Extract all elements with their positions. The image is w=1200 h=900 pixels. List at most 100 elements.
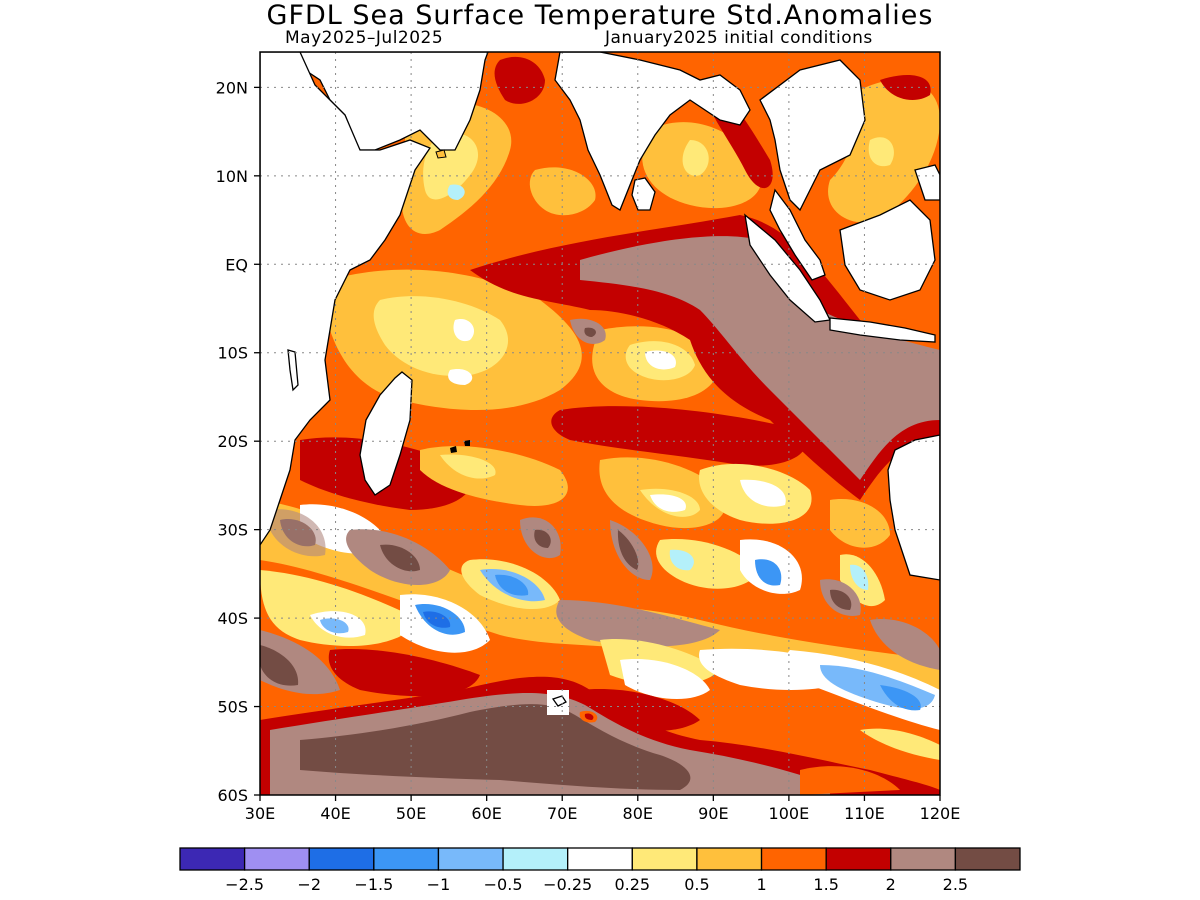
anomaly-region	[650, 494, 686, 512]
lon-label: 70E	[547, 804, 577, 823]
land-reunion	[464, 440, 470, 446]
lat-label: 30S	[217, 521, 248, 540]
lon-label: 110E	[844, 804, 885, 823]
anomaly-region	[260, 500, 940, 700]
land-malay-peninsula	[769, 188, 826, 281]
colorbar-swatch	[243, 847, 310, 871]
anomaly-region	[860, 728, 940, 760]
land-africa	[260, 52, 431, 547]
kerguelen-coast	[551, 695, 567, 707]
anomaly-region	[260, 645, 299, 686]
colorbar-label: 2.5	[943, 875, 968, 894]
map-grid	[260, 52, 940, 795]
colorbar-swatch	[825, 847, 892, 871]
lon-label: 30E	[245, 804, 275, 823]
anomaly-region	[380, 544, 420, 572]
anomaly-region	[740, 479, 786, 507]
lat-label: 40S	[217, 609, 248, 628]
anomaly-region	[423, 611, 451, 628]
anomaly-region	[556, 600, 720, 647]
anomaly-region	[584, 327, 596, 337]
colorbar-swatch	[437, 847, 504, 871]
colorbar-swatch	[696, 847, 763, 871]
lat-label: 10N	[216, 167, 248, 186]
lon-label: 50E	[396, 804, 426, 823]
lon-label: 120E	[920, 804, 961, 823]
land-comoros	[287, 349, 299, 392]
lat-label: 20N	[216, 78, 248, 97]
anomaly-region	[494, 56, 545, 104]
anomaly-region	[260, 570, 420, 646]
land-socotra	[435, 149, 447, 159]
colorbar-label: 1.5	[813, 875, 838, 894]
anomaly-region	[800, 766, 900, 795]
anomaly-region	[270, 509, 326, 557]
anomaly-region	[850, 564, 869, 590]
colorbar-label: −2.5	[225, 875, 264, 894]
colorbar-label: −0.25	[543, 875, 592, 894]
lon-label: 90E	[698, 804, 728, 823]
anomaly-region	[440, 454, 496, 479]
anomaly-region	[320, 618, 349, 634]
anomaly-region	[584, 713, 594, 720]
land-sumatra	[744, 213, 831, 323]
chart-title: GFDL Sea Surface Temperature Std.Anomali…	[266, 0, 934, 31]
colorbar-label: −2	[297, 875, 321, 894]
land-java	[829, 317, 936, 343]
colorbar-label: 1	[756, 875, 766, 894]
colorbar-swatch	[502, 847, 569, 871]
anomaly-region	[830, 499, 890, 548]
anomaly-region	[870, 619, 940, 670]
anomaly-region	[447, 184, 465, 200]
anomaly-region	[755, 559, 782, 586]
lat-label: 10S	[217, 344, 248, 363]
anomaly-region	[373, 296, 509, 376]
land-indochina	[759, 59, 866, 212]
lon-label: 60E	[471, 804, 501, 823]
lon-label: 40E	[320, 804, 350, 823]
lon-label: 80E	[623, 804, 653, 823]
colorbar-label: −1.5	[354, 875, 393, 894]
land-madagascar	[359, 371, 413, 496]
colorbar-swatch	[373, 847, 440, 871]
anomaly-region	[551, 406, 807, 466]
lat-label: 50S	[217, 698, 248, 717]
anomaly-region	[453, 319, 475, 342]
map-frame	[259, 51, 941, 796]
colorbar-label: −0.5	[484, 875, 523, 894]
anomaly-region	[328, 649, 480, 697]
land-mauritius	[450, 446, 457, 453]
anomaly-region	[868, 137, 894, 167]
anomaly-region	[682, 140, 709, 176]
land-kerguelen	[547, 690, 569, 715]
colorbar-label: 0.5	[684, 875, 709, 894]
land-borneo	[839, 199, 936, 301]
forecast-period: May2025–Jul2025	[285, 28, 444, 48]
anomaly-region	[669, 549, 694, 571]
anomaly-region	[300, 704, 691, 790]
anomaly-region	[580, 236, 940, 480]
lon-label: 100E	[769, 804, 810, 823]
land-india	[554, 52, 751, 211]
colorbar-label: 0.25	[614, 875, 650, 894]
colorbar-swatch	[954, 847, 1021, 871]
anomaly-region	[880, 685, 921, 711]
anomaly-region	[620, 659, 710, 700]
colorbar-label: −1	[427, 875, 451, 894]
anomaly-region	[448, 368, 473, 385]
colorbar-swatch	[179, 847, 246, 871]
colorbar-label: 2	[886, 875, 896, 894]
anomaly-region	[495, 574, 529, 596]
anomaly-region	[423, 132, 479, 200]
anomaly-region	[645, 350, 676, 370]
colorbar-swatch	[567, 847, 633, 871]
colorbar-swatch	[760, 847, 827, 871]
anomaly-region	[534, 529, 551, 548]
land-philippines	[914, 164, 940, 201]
lat-label: 60S	[217, 786, 248, 805]
colorbar-swatch	[631, 847, 698, 871]
anomaly-region	[529, 167, 596, 216]
